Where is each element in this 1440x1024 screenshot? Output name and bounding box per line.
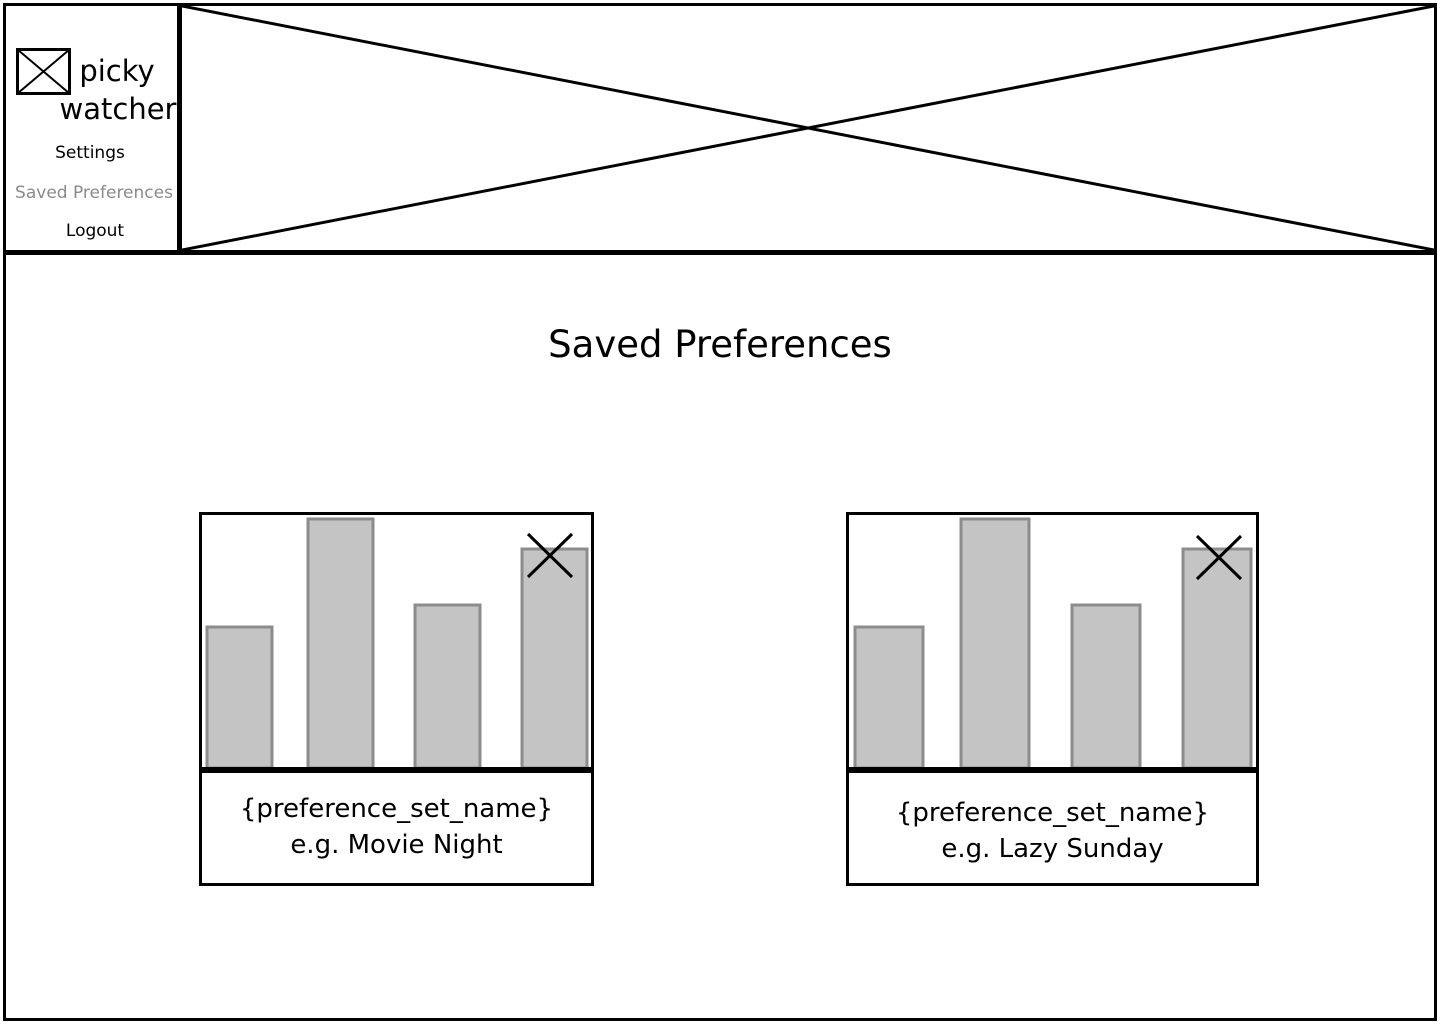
bar-chart-icon [853, 517, 1253, 770]
preference-set-name-example: e.g. Movie Night [290, 830, 503, 860]
close-icon[interactable] [1195, 534, 1243, 582]
preference-card[interactable]: {preference_set_name} e.g. Movie Night [199, 512, 594, 886]
close-icon[interactable] [526, 532, 574, 580]
sidebar-divider [177, 3, 182, 253]
header-divider [3, 250, 1437, 255]
app-name-line2: watcher [59, 92, 177, 126]
app-name[interactable]: picky watcher [58, 52, 178, 128]
preference-set-name: {preference_set_name} e.g. Lazy Sunday [849, 795, 1256, 867]
app-name-line1: picky [79, 54, 155, 88]
preference-set-name-placeholder: {preference_set_name} [239, 794, 554, 824]
page-title: Saved Preferences [548, 323, 892, 366]
page-border [3, 3, 1437, 1021]
preference-set-name-placeholder: {preference_set_name} [895, 798, 1210, 828]
logo-icon[interactable] [16, 48, 71, 95]
card-divider [849, 767, 1256, 773]
card-divider [202, 767, 591, 773]
nav-settings[interactable]: Settings [55, 143, 125, 163]
preference-card[interactable]: {preference_set_name} e.g. Lazy Sunday [846, 512, 1259, 886]
banner-image-placeholder [182, 6, 1434, 250]
nav-saved-preferences[interactable]: Saved Preferences [15, 183, 173, 203]
preference-set-name-example: e.g. Lazy Sunday [941, 834, 1164, 864]
nav-logout[interactable]: Logout [65, 221, 125, 241]
preference-set-name: {preference_set_name} e.g. Movie Night [202, 791, 591, 863]
